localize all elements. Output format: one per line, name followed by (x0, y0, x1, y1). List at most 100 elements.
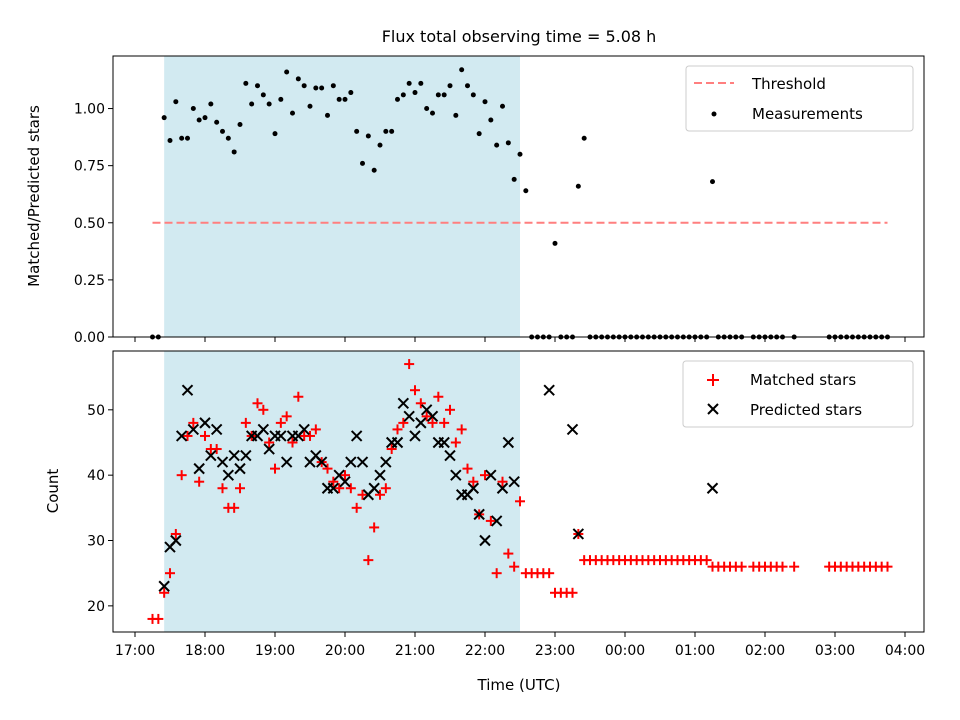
measurement-point (470, 92, 476, 98)
predicted-star-point (199, 417, 211, 429)
predicted-star-stroke-b (216, 456, 229, 468)
y-tick-label: 20 (87, 599, 105, 615)
predicted-star-stroke-b (508, 475, 520, 488)
matched-star-point (351, 502, 362, 513)
predicted-star-point (403, 410, 415, 423)
predicted-star-stroke-b (170, 534, 182, 547)
predicted-star-point (193, 462, 205, 475)
predicted-star-stroke-b (205, 449, 217, 462)
predicted-star-stroke-b (502, 436, 515, 449)
predicted-star-stroke-b (280, 456, 293, 468)
predicted-star-stroke-b (210, 423, 223, 436)
legend-predicted-label: Predicted stars (750, 401, 862, 419)
y-tick-label: 40 (87, 468, 105, 484)
predicted-star-stroke-b (315, 456, 328, 468)
measurement-point (249, 101, 255, 107)
measurement-point (441, 92, 447, 98)
predicted-star-stroke-b (298, 423, 310, 436)
predicted-star-stroke-b (444, 449, 456, 462)
measurement-point (266, 101, 272, 107)
x-tick-label: 20:00 (325, 643, 365, 659)
measurement-point (342, 96, 348, 102)
predicted-star-point (368, 482, 380, 494)
matched-star-point (153, 613, 164, 624)
measurement-point (220, 128, 225, 134)
measurement-point (365, 133, 371, 139)
matched-star-point (305, 430, 315, 441)
measurement-point (476, 131, 482, 137)
predicted-star-stroke-b (380, 456, 392, 468)
predicted-star-point (210, 423, 223, 436)
matched-star-point (275, 417, 286, 428)
predicted-star-stroke-b (403, 410, 415, 423)
matched-star-point (439, 417, 450, 428)
matched-star-point (258, 404, 269, 415)
matched-star-point (503, 548, 514, 559)
y-tick-label: 50 (87, 403, 105, 419)
x-tick-label: 18:00 (185, 643, 225, 659)
measurement-point (278, 96, 284, 102)
predicted-star-stroke-b (566, 423, 579, 436)
predicted-star-point (327, 482, 340, 494)
predicted-star-point (496, 482, 509, 494)
x-axis-label: Time (UTC) (477, 676, 561, 694)
bottom-shaded-span (164, 351, 520, 632)
y-tick-label: 30 (87, 534, 105, 550)
measurement-point (330, 83, 336, 89)
predicted-star-stroke-b (543, 384, 555, 396)
measurement-point (319, 85, 325, 91)
measurement-point (383, 128, 389, 134)
predicted-star-stroke-b (426, 410, 439, 423)
predicted-star-point (479, 534, 491, 547)
measurement-point (295, 76, 301, 82)
measurement-point (517, 151, 523, 157)
matched-star-point (777, 561, 788, 572)
matched-star-point (310, 424, 321, 435)
predicted-star-point (543, 384, 555, 396)
measurement-point (511, 176, 517, 182)
predicted-star-stroke-b (240, 449, 252, 462)
measurement-point (196, 117, 202, 123)
predicted-star-point (450, 469, 462, 481)
predicted-star-stroke-b (158, 580, 170, 592)
matched-star-point (211, 444, 222, 455)
predicted-star-stroke-b (415, 417, 427, 429)
predicted-star-stroke-b (175, 430, 188, 442)
measurement-point (453, 112, 459, 118)
predicted-star-point (572, 528, 585, 540)
predicted-star-point (426, 410, 439, 423)
predicted-star-point (345, 456, 357, 468)
matched-star-point (736, 561, 747, 572)
matched-star-point (485, 515, 496, 526)
matched-star-point (293, 391, 304, 402)
measurement-point (190, 106, 196, 112)
measurement-point (494, 142, 500, 148)
predicted-star-point (397, 397, 410, 409)
x-tick-label: 01:00 (675, 643, 715, 659)
predicted-star-point (181, 384, 194, 396)
legend-measurements-label: Measurements (752, 105, 863, 123)
measurement-point (167, 138, 173, 144)
predicted-star-point (315, 456, 328, 468)
legend-threshold-label: Threshold (751, 75, 826, 93)
matched-star-point (491, 568, 502, 579)
predicted-star-point (216, 456, 229, 468)
measurement-point (272, 131, 278, 137)
matched-star-point (509, 561, 520, 572)
predicted-star-point (467, 482, 480, 494)
matched-star-point (217, 483, 228, 494)
measurement-point (552, 240, 558, 246)
predicted-star-point (473, 508, 485, 521)
measurement-point (412, 90, 418, 96)
matched-star-point (445, 404, 455, 415)
measurement-point (710, 179, 715, 185)
predicted-star-stroke-b (187, 423, 200, 436)
matched-star-point (287, 437, 298, 448)
matched-star-point (380, 483, 391, 494)
matched-star-point (176, 470, 187, 481)
predicted-star-stroke-b (496, 482, 509, 494)
x-tick-label: 00:00 (605, 643, 645, 659)
predicted-star-point (706, 482, 719, 494)
x-tick-label: 22:00 (465, 643, 505, 659)
predicted-star-point (508, 475, 520, 488)
